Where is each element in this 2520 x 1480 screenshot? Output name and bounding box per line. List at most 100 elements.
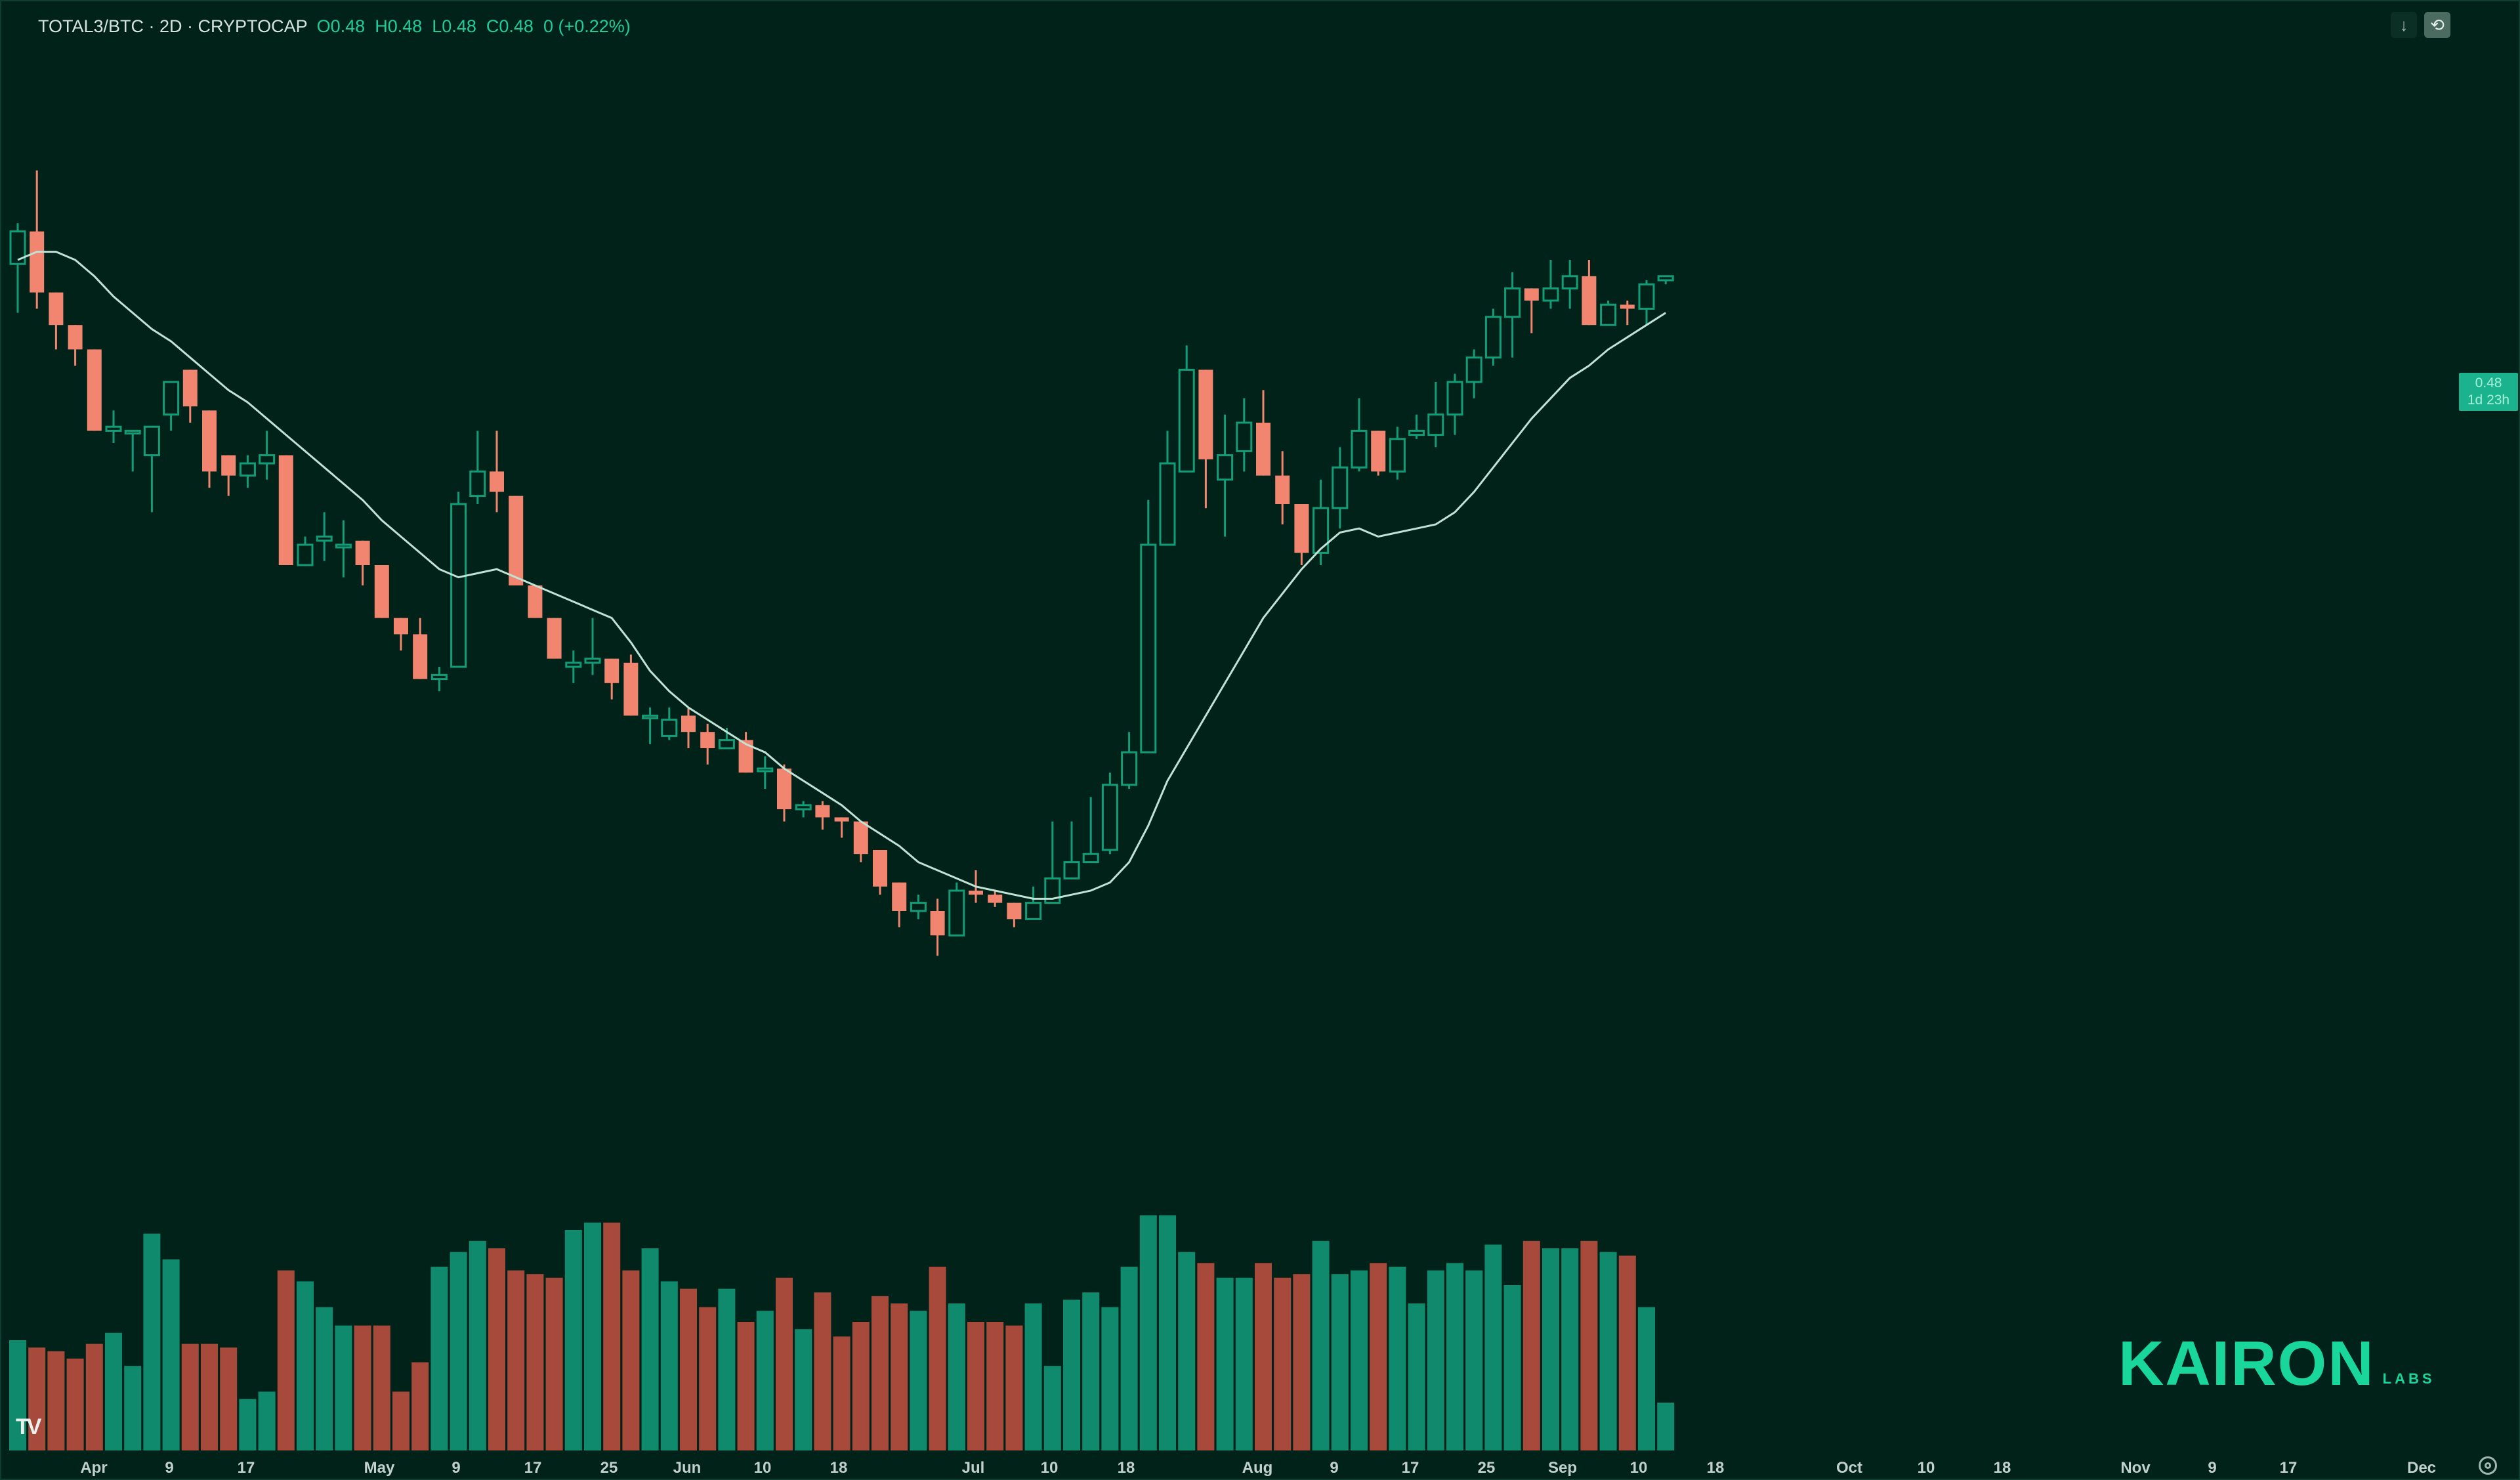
volume-bar [545, 1277, 563, 1450]
candle-body [565, 662, 582, 668]
candle-body [355, 540, 370, 565]
candle-body [335, 543, 352, 549]
candle-body [1256, 423, 1270, 476]
x-tick-label: 18 [830, 1459, 848, 1477]
gear-icon[interactable] [2479, 1456, 2497, 1475]
volume-bar [469, 1240, 486, 1450]
candle [1159, 431, 1176, 546]
candle [815, 801, 830, 830]
candle [1371, 431, 1386, 476]
last-price-value: 0.48 [2475, 375, 2502, 391]
candle-body [1657, 275, 1674, 282]
volume-bar [1657, 1403, 1675, 1450]
candle-body [1044, 877, 1061, 904]
candle [547, 618, 562, 659]
candle [642, 708, 659, 744]
candle-body [1312, 507, 1330, 554]
volume-bar [699, 1307, 717, 1450]
volume-bar [85, 1343, 103, 1450]
x-tick-label: 18 [1118, 1459, 1135, 1477]
candle-body [221, 455, 236, 476]
candle [1351, 398, 1368, 472]
candle [335, 520, 352, 578]
candle [278, 455, 293, 565]
arrow-down-icon[interactable]: ↓ [2391, 12, 2417, 38]
volume-bar [124, 1366, 142, 1450]
volume-bar [507, 1270, 525, 1450]
candle [1484, 308, 1502, 366]
candle-body [1178, 368, 1195, 473]
candle [1007, 902, 1022, 927]
volume-bar [28, 1347, 46, 1450]
candle-body [547, 618, 562, 659]
candle-body [795, 804, 812, 811]
x-tick-label: 10 [1630, 1459, 1648, 1477]
moving-average-line [17, 251, 1667, 900]
candle [910, 895, 927, 920]
volume-bar [1197, 1263, 1215, 1450]
volume-bar [1178, 1252, 1196, 1450]
candle-body [87, 349, 102, 431]
candle [1217, 414, 1234, 537]
candle-body [509, 496, 524, 585]
candle-body [1217, 454, 1234, 481]
candle-body [49, 292, 64, 326]
volume-bar [1120, 1267, 1138, 1450]
volume-bar [1005, 1325, 1023, 1450]
volume-bar [795, 1329, 812, 1450]
volume-bar [986, 1322, 1004, 1450]
candle-body [1427, 413, 1444, 436]
candle [1620, 301, 1635, 326]
x-tick-label: 25 [1478, 1459, 1496, 1477]
candle-body [584, 658, 601, 664]
x-tick-label: Nov [2120, 1459, 2151, 1477]
candle-body [143, 425, 160, 457]
volume-bar [1599, 1252, 1617, 1450]
candle-body [239, 462, 256, 477]
candle [528, 585, 543, 618]
volume-bar [852, 1322, 870, 1450]
bar-countdown: 1d 23h [2467, 392, 2510, 408]
candle-body [1408, 429, 1425, 436]
candle [623, 654, 639, 716]
x-tick-label: 10 [1918, 1459, 1935, 1477]
volume-bar [584, 1222, 601, 1450]
high-label: H [375, 16, 388, 36]
candle-body [316, 536, 333, 542]
candle-body [1121, 751, 1138, 786]
close-value: 0.48 [499, 16, 534, 36]
candle-body [1332, 466, 1349, 509]
candle [202, 410, 217, 488]
volume-bar [105, 1332, 122, 1450]
candle [892, 882, 907, 927]
volume-bar [1446, 1263, 1463, 1450]
volume-bar [1522, 1240, 1540, 1450]
candle [1446, 373, 1463, 435]
volume-bar [47, 1351, 65, 1450]
candle [1427, 382, 1444, 448]
candle [9, 223, 26, 313]
candle [1312, 479, 1330, 565]
candle [469, 431, 486, 504]
x-tick-label: 17 [1402, 1459, 1419, 1477]
symbol-header: TOTAL3/BTC · 2D · CRYPTOCAP O0.48 H0.48 … [38, 13, 631, 39]
candle-body [681, 715, 696, 732]
volume-bar [1351, 1270, 1368, 1450]
candle [1275, 451, 1290, 524]
volume-bar [1082, 1292, 1100, 1450]
volume-bar [316, 1307, 333, 1450]
candle-body [718, 739, 735, 750]
reset-view-icon[interactable]: ⟲ [2424, 12, 2450, 38]
volume-bar [660, 1281, 678, 1450]
candle-body [642, 714, 659, 719]
volume-bar [564, 1230, 582, 1450]
symbol-title[interactable]: TOTAL3/BTC · 2D · CRYPTOCAP [38, 16, 308, 36]
candle [1408, 414, 1425, 439]
candle [221, 455, 236, 496]
tradingview-logo[interactable]: TV [16, 1414, 42, 1439]
low-value: 0.48 [442, 16, 476, 36]
candle [777, 764, 791, 822]
candle [757, 756, 774, 789]
candle [239, 455, 256, 488]
